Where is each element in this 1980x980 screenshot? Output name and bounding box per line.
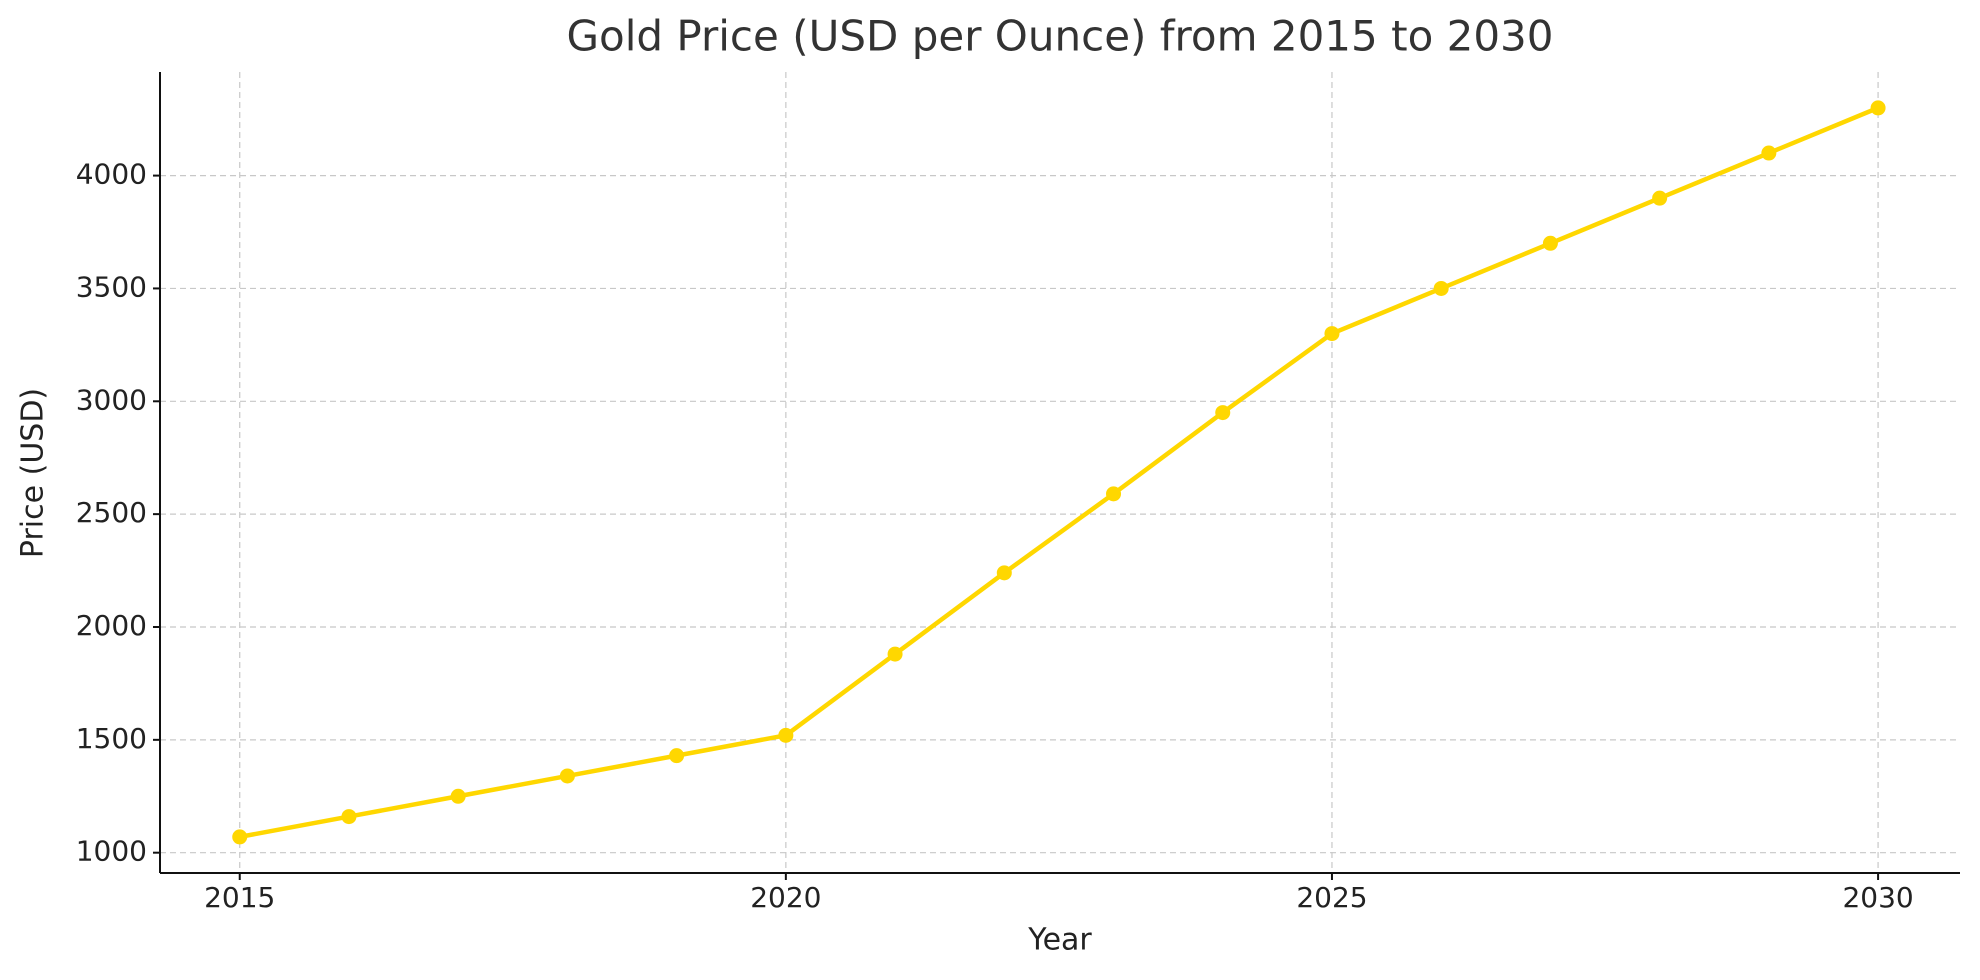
- chart-title: Gold Price (USD per Ounce) from 2015 to …: [566, 12, 1553, 61]
- data-point: [887, 646, 903, 662]
- data-point: [1870, 100, 1886, 116]
- data-point: [778, 727, 794, 743]
- data-point: [1215, 405, 1231, 421]
- x-axis-label: Year: [1027, 923, 1092, 958]
- data-point: [1433, 280, 1449, 296]
- y-tick-label: 4000: [76, 158, 147, 191]
- data-line: [239, 105, 1879, 840]
- data-point: [450, 788, 466, 804]
- data-point: [341, 809, 357, 825]
- data-point: [559, 768, 575, 784]
- data-point: [1106, 486, 1122, 502]
- data-point: [996, 565, 1012, 581]
- data-point: [1652, 190, 1668, 206]
- y-tick-label: 3500: [76, 270, 147, 303]
- data-point: [1761, 145, 1777, 161]
- data-point: [232, 829, 248, 845]
- y-tick-label: 3000: [76, 383, 147, 416]
- y-tick-label: 1000: [76, 835, 147, 868]
- y-tick-label: 2000: [76, 609, 147, 642]
- y-tick-label: 2500: [76, 496, 147, 529]
- x-tick-label: 2020: [750, 881, 821, 914]
- data-point: [1324, 326, 1340, 342]
- data-point: [1542, 235, 1558, 251]
- y-tick-label: 1500: [76, 722, 147, 755]
- x-tick-label: 2015: [204, 881, 275, 914]
- x-tick-label: 2030: [1842, 881, 1913, 914]
- y-axis-label: Price (USD): [16, 388, 51, 558]
- data-point: [669, 748, 685, 764]
- x-tick-label: 2025: [1296, 881, 1367, 914]
